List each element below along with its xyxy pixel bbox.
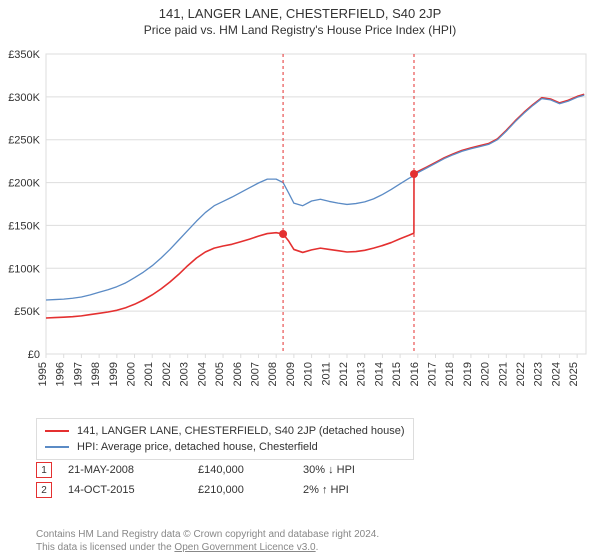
legend-swatch (45, 430, 69, 432)
x-tick-label: 2019 (462, 362, 474, 386)
footer: Contains HM Land Registry data © Crown c… (36, 528, 379, 554)
license-link[interactable]: Open Government Licence v3.0 (174, 542, 315, 553)
transaction-date: 14-OCT-2015 (68, 484, 198, 496)
legend-item: HPI: Average price, detached house, Ches… (45, 439, 405, 455)
x-tick-label: 2000 (126, 362, 138, 386)
x-tick-label: 2022 (515, 362, 527, 386)
transaction-row: 2 14-OCT-2015£210,0002% ↑ HPI (36, 480, 383, 500)
legend-item: 141, LANGER LANE, CHESTERFIELD, S40 2JP … (45, 423, 405, 439)
transactions-table: 1 21-MAY-2008£140,00030% ↓ HPI 2 14-OCT-201… (36, 460, 383, 500)
transaction-marker: 2 (36, 482, 52, 498)
x-tick-label: 1998 (90, 362, 102, 386)
transaction-date: 21-MAY-2008 (68, 464, 198, 476)
x-tick-label: 2001 (143, 362, 155, 386)
x-tick-label: 2024 (550, 362, 562, 386)
x-tick-label: 2016 (409, 362, 421, 386)
x-tick-label: 2020 (480, 362, 492, 386)
title-block: 141, LANGER LANE, CHESTERFIELD, S40 2JP … (0, 0, 600, 37)
x-tick-label: 2004 (196, 362, 208, 386)
x-tick-label: 1999 (108, 362, 120, 386)
legend-label: HPI: Average price, detached house, Ches… (77, 441, 318, 453)
x-tick-label: 2015 (391, 362, 403, 386)
sale-marker-dot (410, 170, 418, 178)
x-tick-label: 2012 (338, 362, 350, 386)
legend-label: 141, LANGER LANE, CHESTERFIELD, S40 2JP … (77, 425, 405, 437)
x-tick-label: 2002 (161, 362, 173, 386)
sale-marker-dot (279, 230, 287, 238)
y-tick-label: £300K (8, 92, 40, 104)
x-tick-label: 2006 (232, 362, 244, 386)
transaction-price: £210,000 (198, 484, 303, 496)
transaction-diff: 2% ↑ HPI (303, 484, 383, 496)
footer-copyright: Contains HM Land Registry data © Crown c… (36, 528, 379, 541)
page-subtitle: Price paid vs. HM Land Registry's House … (0, 23, 600, 37)
x-tick-label: 2021 (497, 362, 509, 386)
y-tick-label: £100K (8, 263, 40, 275)
x-tick-label: 2005 (214, 362, 226, 386)
x-tick-label: 2003 (179, 362, 191, 386)
x-tick-label: 1996 (55, 362, 67, 386)
y-tick-label: £250K (8, 135, 40, 147)
x-tick-label: 2010 (303, 362, 315, 386)
y-tick-label: £150K (8, 220, 40, 232)
x-tick-label: 1995 (37, 362, 49, 386)
y-tick-label: £50K (14, 306, 40, 318)
x-tick-label: 2018 (444, 362, 456, 386)
series-hpi (46, 95, 584, 300)
footer-license: This data is licensed under the Open Gov… (36, 541, 379, 554)
transaction-row: 1 21-MAY-2008£140,00030% ↓ HPI (36, 460, 383, 480)
x-tick-label: 2023 (533, 362, 545, 386)
x-tick-label: 2013 (356, 362, 368, 386)
x-tick-label: 2025 (568, 362, 580, 386)
y-tick-label: £0 (28, 349, 40, 361)
x-tick-label: 2008 (267, 362, 279, 386)
transaction-diff: 30% ↓ HPI (303, 464, 383, 476)
legend: 141, LANGER LANE, CHESTERFIELD, S40 2JP … (36, 418, 414, 460)
series-subject (46, 94, 584, 318)
chart-svg: £0£50K£100K£150K£200K£250K£300K£350K1219… (0, 48, 600, 418)
y-tick-label: £350K (8, 49, 40, 61)
page-title: 141, LANGER LANE, CHESTERFIELD, S40 2JP (0, 6, 600, 21)
transaction-price: £140,000 (198, 464, 303, 476)
x-tick-label: 1997 (72, 362, 84, 386)
transaction-marker: 1 (36, 462, 52, 478)
x-tick-label: 2017 (427, 362, 439, 386)
x-tick-label: 2011 (320, 362, 332, 386)
x-tick-label: 2007 (249, 362, 261, 386)
price-chart: £0£50K£100K£150K£200K£250K£300K£350K1219… (0, 48, 600, 418)
legend-swatch (45, 446, 69, 448)
x-tick-label: 2009 (285, 362, 297, 386)
plot-border (46, 54, 586, 354)
x-tick-label: 2014 (373, 362, 385, 386)
y-tick-label: £200K (8, 178, 40, 190)
